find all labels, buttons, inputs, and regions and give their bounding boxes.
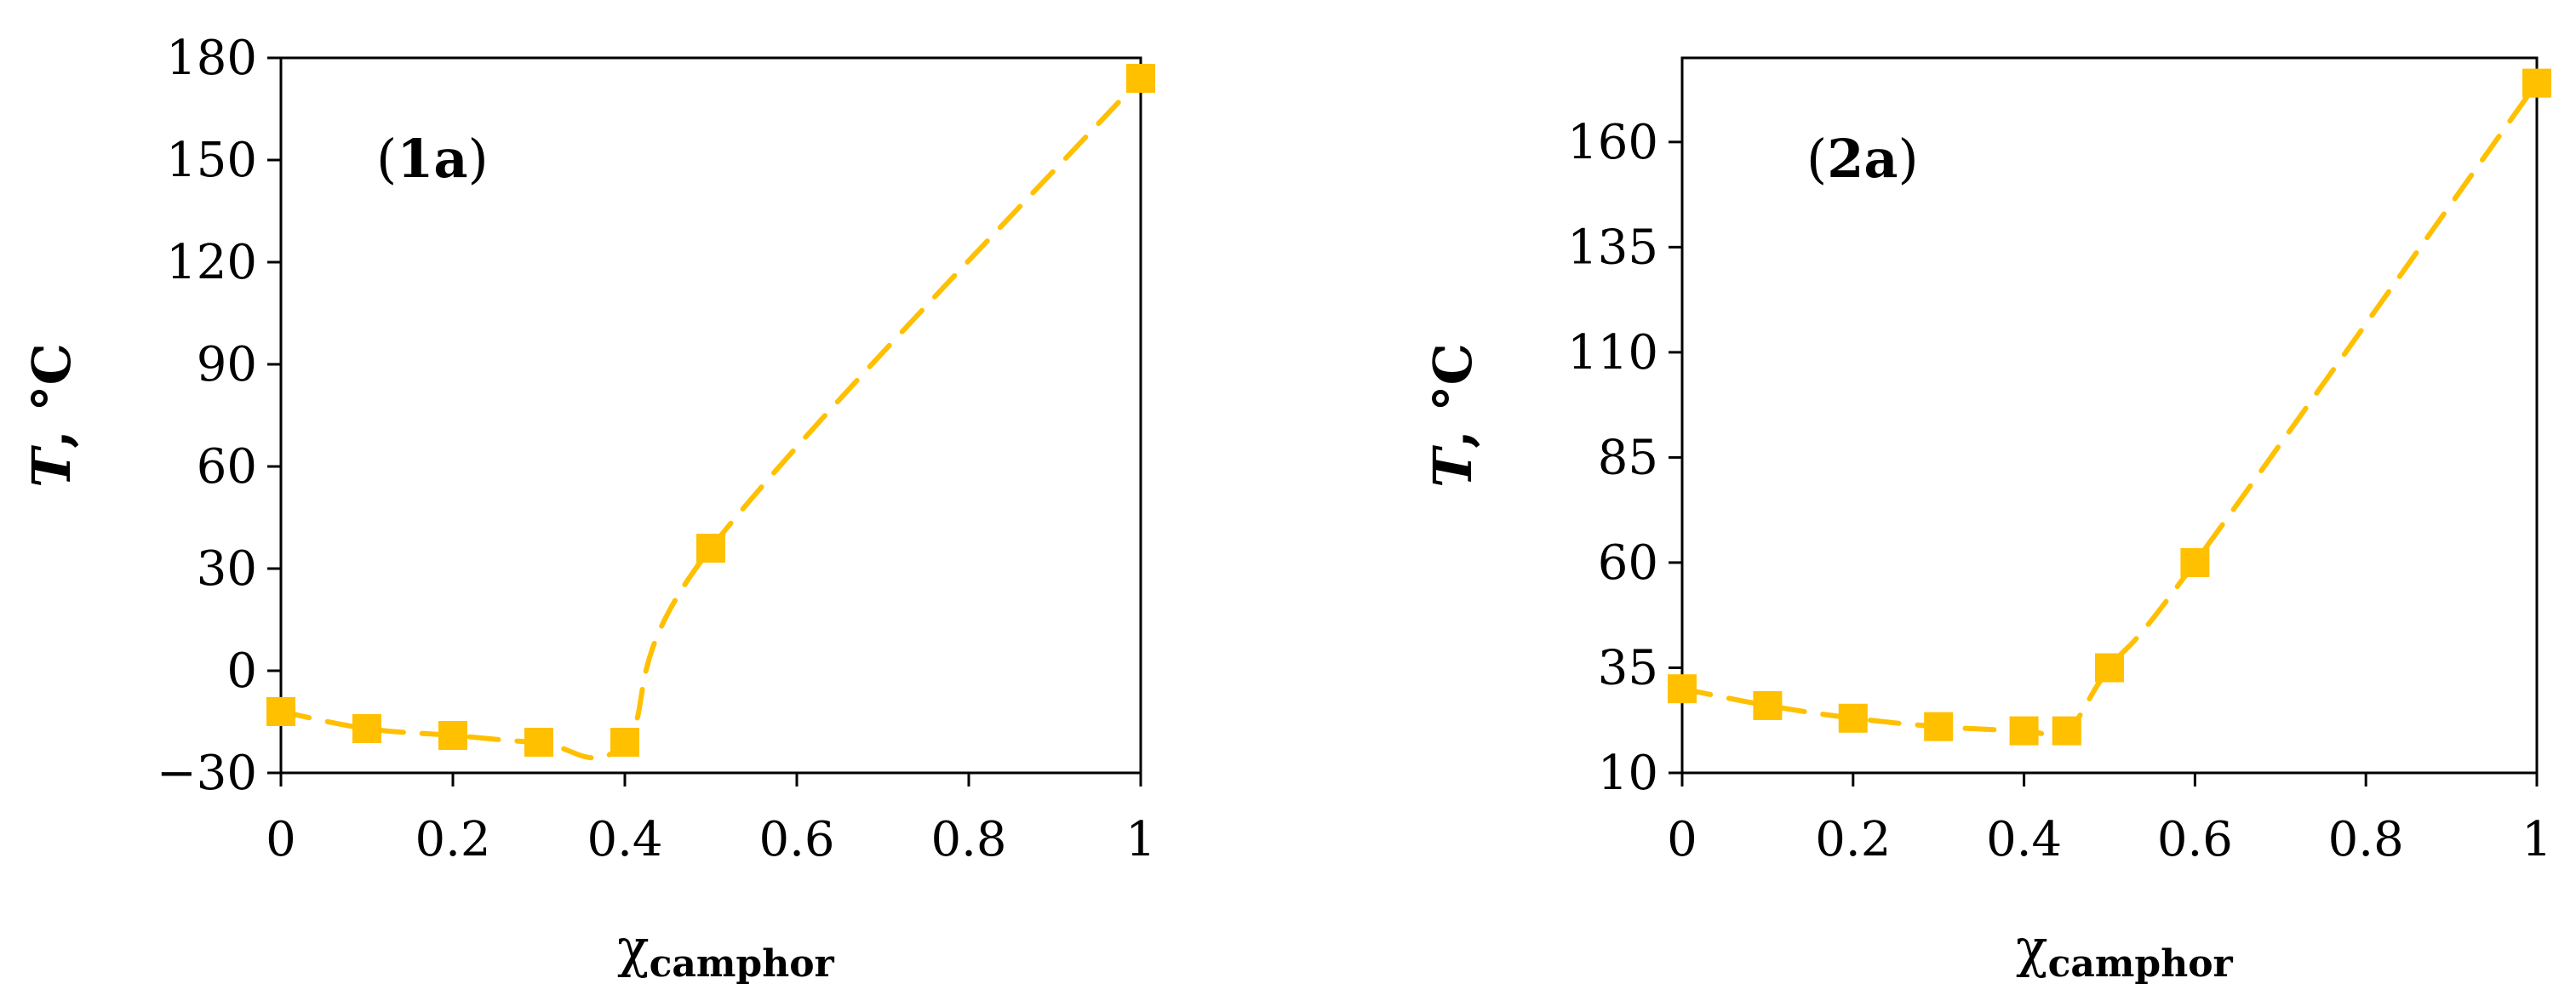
y-tick-label: 30 [197,541,257,597]
panel-label-open: ( [1806,128,1827,190]
y-tick-label: 150 [166,133,257,188]
x-tick-label: 0.6 [2157,812,2233,867]
y-tick-label: 35 [1598,640,1658,695]
data-point-marker [2095,653,2124,683]
y-tick-label: 135 [1567,220,1658,275]
panel-label-id: 1a [397,128,467,190]
x-tick-label: 0.6 [758,812,834,867]
data-point-marker [266,697,295,726]
panel-label: (2a) [1806,128,1919,190]
y-tick-label: 180 [166,31,257,86]
panel-label-close: ) [468,128,489,190]
y-axis-title-unit: , °C [20,343,83,449]
data-point-marker [1668,674,1697,704]
x-tick-label: 0.4 [1986,812,2062,867]
panel-label-close: ) [1898,128,1919,190]
panel-label-id: 2a [1827,128,1898,190]
x-tick-label: 0.2 [1815,812,1891,867]
data-point-marker [2009,716,2039,746]
x-axis-title: χcamphor [2016,917,2234,986]
y-tick-label: −30 [157,746,257,801]
x-tick-label: 0.4 [587,812,662,867]
x-axis-title: χcamphor [617,917,835,986]
data-point-marker [2180,547,2210,577]
data-point-marker [2052,716,2081,746]
x-tick-label: 0.2 [415,812,490,867]
y-tick-label: 120 [166,235,257,290]
plot-frame [1680,56,2539,775]
data-point-marker [2522,68,2551,98]
y-tick-label: 90 [197,337,257,392]
y-tick-label: 60 [1598,535,1658,591]
x-axis-title-subscript: camphor [2048,942,2234,986]
data-point-marker [1126,64,1155,93]
data-point-marker [438,721,467,750]
y-axis-title-variable: T [20,445,83,488]
data-point-marker [1924,712,1954,741]
x-tick-label: 1 [1125,812,1156,867]
x-tick-label: 0.8 [930,812,1006,867]
x-axis-title-subscript: camphor [650,942,835,986]
y-axis-title-variable: T [1422,445,1484,488]
y-axis-title: T, °C [20,343,83,488]
y-tick-label: 110 [1567,325,1658,380]
data-point-marker [352,714,381,743]
y-tick-label: 60 [197,439,257,495]
panel-label-open: ( [376,128,397,190]
y-axis-title-unit: , °C [1422,343,1484,449]
y-tick-label: 160 [1567,115,1658,170]
y-axis-title: T, °C [1422,343,1484,488]
data-point-marker [610,728,639,757]
x-tick-label: 0.8 [2328,812,2404,867]
data-point-marker [1838,703,1868,733]
y-tick-label: 85 [1598,430,1658,485]
plot-frame [279,56,1142,775]
y-tick-label: 0 [226,644,257,699]
panel-label: (1a) [376,128,489,190]
x-tick-label: 0 [266,812,296,867]
x-axis-title-symbol: χ [617,917,650,979]
x-tick-label: 1 [2522,812,2552,867]
x-axis-title-symbol: χ [2016,917,2048,979]
y-tick-label: 10 [1598,746,1658,801]
data-point-marker [524,728,553,757]
data-point-marker [1753,690,1783,720]
data-point-marker [696,534,725,563]
x-tick-label: 0 [1667,812,1697,867]
chart-panel-2a: 10 35 60 85 110 135 160 0 0.2 0.4 0.6 0.8 1 T, °C χcam… [1422,56,2552,986]
